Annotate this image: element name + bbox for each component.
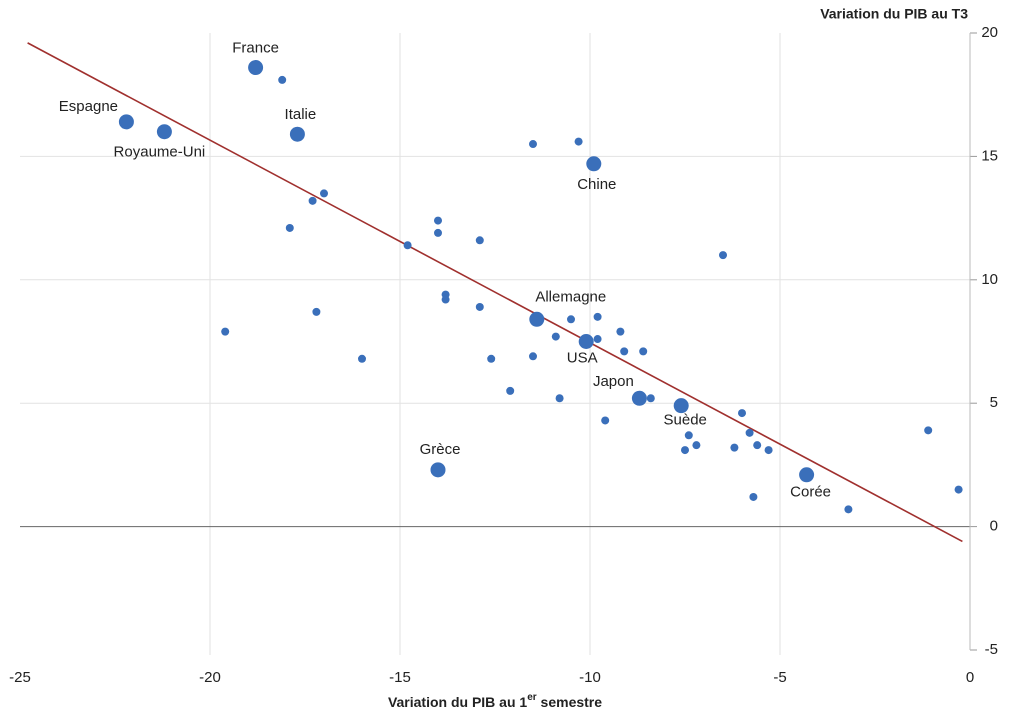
point [551,332,560,341]
point-label: Chine [577,176,616,193]
point [639,347,648,356]
point [616,327,625,336]
point-label: Italie [285,106,317,123]
x-tick-label: -10 [579,669,601,686]
point [749,492,758,501]
y-tick-label: 15 [981,147,998,164]
point [692,441,701,450]
x-axis-title-part: semestre [537,694,603,710]
x-tick-label: -5 [773,669,786,686]
labeled-point [799,467,815,483]
point [593,312,602,321]
point-label: Grèce [420,441,461,458]
x-tick-label: -20 [199,669,221,686]
point [529,352,537,361]
point-label: Espagne [59,98,118,115]
point [441,295,450,304]
labeled-point [586,156,602,172]
point [320,189,328,198]
point [844,505,853,514]
y-tick-label: -5 [985,641,998,658]
point [434,216,442,225]
point [358,354,366,363]
y-axis-title: Variation du PIB au T3 [820,6,968,22]
trendline [27,42,963,543]
point [764,446,773,455]
point [593,335,602,344]
point [574,137,583,146]
point [555,394,564,403]
point [620,347,629,356]
point [567,315,575,324]
point [529,140,537,149]
point [487,354,496,363]
y-tick-label: 5 [990,394,998,411]
point [434,228,442,237]
point [403,241,412,250]
y-tick-label: 10 [981,271,998,288]
point [719,251,727,260]
labeled-point [631,390,647,406]
labeled-point [673,398,689,414]
labeled-point [248,60,264,76]
labeled-point [578,334,594,349]
labeled-point [118,114,134,130]
point [221,327,230,336]
point [753,441,762,450]
point [684,431,693,440]
labeled-point [430,462,446,478]
point-label: Royaume-Uni [114,144,206,161]
x-tick-label: -25 [9,669,31,686]
labeled-point [529,311,545,327]
point-label: Suède [664,412,707,429]
point-label: Allemagne [535,288,606,305]
point [506,386,515,395]
point [954,485,963,494]
point [681,446,689,455]
point [646,394,655,403]
x-axis-title-sup: er [527,692,537,703]
point [924,426,933,435]
x-tick-label: -15 [389,669,411,686]
point [285,223,294,232]
point [475,236,484,245]
y-tick-label: 20 [981,24,998,41]
x-tick-label: 0 [966,669,974,686]
point-label: Japon [593,373,634,390]
point [730,443,739,452]
x-axis-title-part: Variation du PIB au 1 [388,694,527,710]
point [475,302,484,311]
point-label: USA [567,349,598,366]
point [738,409,746,418]
point-label: Corée [790,484,831,501]
point-label: France [232,40,279,57]
x-axis-title: Variation du PIB au 1er semestre [388,692,602,710]
y-tick-label: 0 [990,518,998,535]
labeled-point [156,124,172,140]
point [745,428,754,437]
point [278,75,287,84]
labeled-point [289,126,305,142]
point [308,196,317,205]
point [312,307,321,316]
point [601,416,610,425]
